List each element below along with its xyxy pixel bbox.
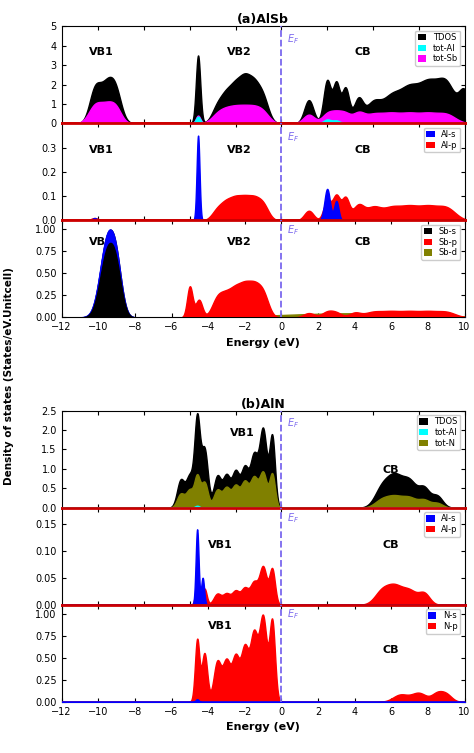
Text: Density of states (States/eV.Unitcell): Density of states (States/eV.Unitcell): [4, 267, 15, 486]
Text: VB1: VB1: [89, 145, 114, 154]
X-axis label: Energy (eV): Energy (eV): [226, 722, 300, 732]
Legend: Sb-s, Sb-p, Sb-d: Sb-s, Sb-p, Sb-d: [421, 224, 460, 260]
Text: $E_F$: $E_F$: [287, 130, 299, 144]
Text: $E_F$: $E_F$: [287, 607, 299, 621]
Legend: N-s, N-p: N-s, N-p: [426, 609, 460, 633]
X-axis label: Energy (eV): Energy (eV): [226, 338, 300, 348]
Text: VB1: VB1: [230, 428, 255, 438]
Text: CB: CB: [355, 145, 371, 154]
Legend: Al-s, Al-p: Al-s, Al-p: [424, 127, 460, 152]
Text: VB1: VB1: [89, 237, 114, 247]
Text: VB1: VB1: [89, 47, 114, 57]
Title: (b)AlN: (b)AlN: [241, 398, 285, 410]
Text: CB: CB: [355, 237, 371, 247]
Text: $E_F$: $E_F$: [287, 223, 299, 236]
Title: (a)AlSb: (a)AlSb: [237, 14, 289, 26]
Legend: Al-s, Al-p: Al-s, Al-p: [424, 512, 460, 537]
Text: VB1: VB1: [208, 621, 233, 632]
Legend: TDOS, tot-Al, tot-Sb: TDOS, tot-Al, tot-Sb: [415, 31, 460, 66]
Text: $E_F$: $E_F$: [287, 32, 299, 46]
Text: VB2: VB2: [227, 237, 251, 247]
Text: VB1: VB1: [208, 540, 233, 550]
Text: $E_F$: $E_F$: [287, 511, 299, 525]
Text: VB2: VB2: [227, 47, 251, 57]
Text: VB2: VB2: [227, 145, 251, 154]
Legend: TDOS, tot-Al, tot-N: TDOS, tot-Al, tot-N: [417, 415, 460, 450]
Text: CB: CB: [382, 645, 399, 655]
Text: CB: CB: [382, 540, 399, 550]
Text: $E_F$: $E_F$: [287, 416, 299, 430]
Text: CB: CB: [355, 47, 371, 57]
Text: CB: CB: [382, 465, 399, 475]
